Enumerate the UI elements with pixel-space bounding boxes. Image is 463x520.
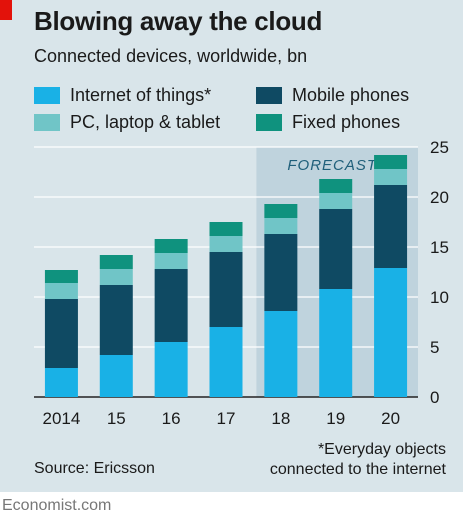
- y-tick-label: 10: [430, 288, 449, 307]
- legend-label-mobile: Mobile phones: [292, 84, 410, 105]
- bar-segment-pc-laptop-tablet-17: [209, 236, 243, 252]
- x-tick-label: 20: [381, 409, 400, 428]
- bar-segment-fixed-phones-15: [99, 255, 133, 269]
- bar-segment-fixed-phones-17: [209, 222, 243, 236]
- bar-segment-fixed-phones-18: [264, 204, 298, 218]
- legend-swatch-mobile: [256, 86, 282, 104]
- y-tick-label: 20: [430, 188, 449, 207]
- legend-swatch-pc: [34, 113, 60, 131]
- bar-segment-mobile-phones-15: [99, 285, 133, 355]
- bar-segment-fixed-phones-20: [374, 155, 408, 169]
- bar-segment-mobile-phones-16: [154, 269, 188, 342]
- economist-red-tab: [0, 0, 12, 20]
- bar-segment-mobile-phones-20: [374, 185, 408, 268]
- bar-segment-iot-2014: [44, 368, 78, 397]
- x-tick-label: 2014: [43, 409, 81, 428]
- legend-item-mobile: Mobile phones: [256, 84, 409, 106]
- bar-segment-iot-16: [154, 342, 188, 397]
- y-tick-label: 0: [430, 388, 439, 407]
- footnote-line-1: *Everyday objects: [317, 441, 446, 458]
- chart-title: Blowing away the cloud: [34, 6, 323, 36]
- bar-segment-mobile-phones-19: [319, 209, 353, 289]
- bar-segment-iot-19: [319, 289, 353, 397]
- legend-item-pc: PC, laptop & tablet: [34, 111, 220, 133]
- chart-subtitle: Connected devices, worldwide, bn: [34, 46, 308, 66]
- bar-segment-pc-laptop-tablet-16: [154, 253, 188, 269]
- y-tick-label: 25: [430, 138, 449, 157]
- legend-label-iot: Internet of things*: [70, 84, 212, 105]
- x-tick-label: 19: [326, 409, 345, 428]
- bar-segment-mobile-phones-17: [209, 252, 243, 327]
- bar-segment-pc-laptop-tablet-20: [374, 169, 408, 185]
- bar-segment-fixed-phones-19: [319, 179, 353, 193]
- legend-item-iot: Internet of things*: [34, 84, 211, 106]
- bar-segment-iot-18: [264, 311, 298, 397]
- legend-swatch-fixed: [256, 113, 282, 131]
- y-tick-label: 5: [430, 338, 439, 357]
- source-note: Source: Ericsson: [34, 460, 155, 477]
- legend-label-pc: PC, laptop & tablet: [70, 111, 221, 132]
- bar-segment-pc-laptop-tablet-18: [264, 218, 298, 234]
- stacked-bar-chart: FORECAST 0 5 10 15 20 25 2014 15 16 17 18 19 20: [34, 138, 449, 428]
- legend-swatch-iot: [34, 86, 60, 104]
- bar-segment-iot-15: [99, 355, 133, 397]
- bar-segment-mobile-phones-18: [264, 234, 298, 311]
- x-tick-label: 16: [162, 409, 181, 428]
- bar-segment-pc-laptop-tablet-2014: [44, 283, 78, 299]
- x-tick-label: 18: [271, 409, 290, 428]
- x-tick-label: 17: [217, 409, 236, 428]
- bar-segment-iot-20: [374, 268, 408, 397]
- legend-item-fixed: Fixed phones: [256, 111, 400, 133]
- bar-segment-fixed-phones-2014: [44, 270, 78, 283]
- x-tick-label: 15: [107, 409, 126, 428]
- footnote-line-2: connected to the internet: [269, 461, 446, 478]
- bar-segment-iot-17: [209, 327, 243, 397]
- footnote: *Everyday objects connected to the inter…: [270, 440, 446, 480]
- bar-segment-fixed-phones-16: [154, 239, 188, 253]
- brand-credit: Economist.com: [2, 497, 112, 514]
- y-tick-label: 15: [430, 238, 449, 257]
- bar-segment-pc-laptop-tablet-19: [319, 193, 353, 209]
- forecast-label: FORECAST: [287, 157, 378, 174]
- bar-segment-mobile-phones-2014: [44, 299, 78, 368]
- bar-segment-pc-laptop-tablet-15: [99, 269, 133, 285]
- legend-label-fixed: Fixed phones: [292, 111, 401, 132]
